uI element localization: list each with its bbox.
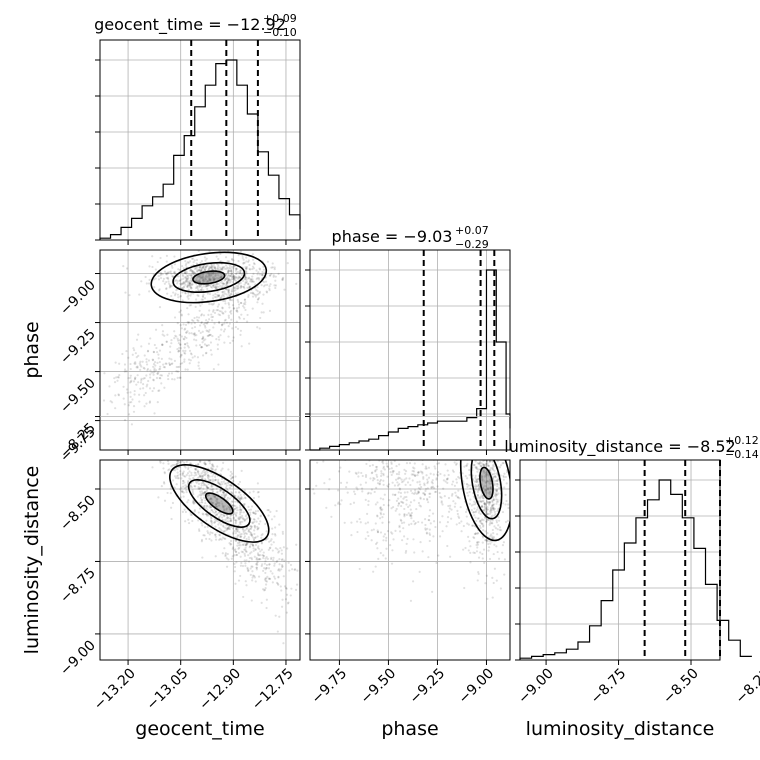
- x-tick-label: −8.75: [588, 666, 630, 708]
- panel-frame: [99, 459, 301, 661]
- x-tick-label: −9.25: [407, 666, 449, 708]
- contour-level: [204, 492, 234, 515]
- x-tick-label: −12.90: [196, 666, 244, 714]
- x-tick-label: −8.25: [733, 666, 760, 708]
- x-tick-label: −9.00: [515, 666, 557, 708]
- svg-text:geocent_time = −12.92: geocent_time = −12.92: [94, 15, 286, 35]
- panel-frame: [309, 249, 511, 451]
- histogram-geocent-time: [95, 39, 301, 245]
- y-tick-label: −9.25: [57, 326, 99, 368]
- title-luminosity-distance: luminosity_distance = −8.52 +0.12 −0.14: [504, 434, 758, 461]
- svg-text:−0.14: −0.14: [725, 448, 759, 461]
- contour-level: [169, 464, 270, 543]
- histogram-line: [310, 269, 511, 451]
- svg-text:−0.10: −0.10: [263, 26, 297, 39]
- svg-text:phase = −9.03: phase = −9.03: [332, 227, 453, 246]
- contour-level: [479, 466, 494, 500]
- contour-level: [459, 460, 510, 542]
- y-tick-label: −9.00: [57, 277, 99, 319]
- svg-text:+0.12: +0.12: [725, 434, 759, 447]
- svg-text:luminosity_distance = −8.52: luminosity_distance = −8.52: [504, 437, 735, 457]
- y-tick-label: −9.00: [57, 637, 99, 679]
- contour-level: [187, 479, 251, 528]
- histogram-line: [99, 59, 301, 240]
- panel-frame: [99, 39, 301, 241]
- x-tick-label: −12.75: [249, 666, 297, 714]
- y-axis-label-phase: phase: [21, 321, 43, 378]
- x-axis-label-luminosity-distance: luminosity_distance: [526, 718, 715, 740]
- panel-frame: [309, 459, 511, 661]
- x-tick-label: −9.00: [456, 666, 498, 708]
- x-tick-label: −9.50: [358, 666, 400, 708]
- title-geocent-time: geocent_time = −12.92 +0.09 −0.10: [94, 12, 297, 39]
- panel-frame: [519, 459, 721, 661]
- y-axis-label-luminosity-distance: luminosity_distance: [21, 466, 43, 655]
- contour-level: [150, 251, 268, 304]
- y-tick-label: −9.50: [57, 375, 99, 417]
- scatter-points: [102, 250, 298, 426]
- scatter-points: [151, 460, 300, 645]
- x-tick-label: −9.75: [309, 666, 351, 708]
- svg-text:−0.29: −0.29: [455, 238, 489, 251]
- contour-level: [192, 270, 226, 285]
- scatter-points: [312, 460, 510, 602]
- x-tick-label: −13.20: [91, 666, 139, 714]
- x-tick-label: −8.50: [660, 666, 702, 708]
- histogram-luminosity-distance: −9.00 −8.75 −8.50 −8.25: [515, 459, 760, 708]
- histogram-phase: [305, 249, 511, 455]
- svg-text:+0.07: +0.07: [455, 224, 489, 237]
- y-tick-label: −8.50: [57, 493, 99, 535]
- scatter-phase-vs-luminosity-distance: −9.75 −9.50 −9.25 −9.00: [305, 416, 511, 708]
- panel-frame: [99, 249, 301, 451]
- x-axis-label-phase: phase: [381, 718, 438, 740]
- y-tick-label: −8.75: [57, 565, 99, 607]
- histogram-line: [519, 479, 752, 660]
- contour-level: [172, 261, 246, 293]
- svg-text:+0.09: +0.09: [263, 12, 297, 25]
- contour-level: [470, 460, 503, 520]
- title-phase: phase = −9.03 +0.07 −0.29: [332, 224, 489, 251]
- x-tick-label: −13.05: [144, 666, 192, 714]
- x-axis-label-geocent-time: geocent_time: [135, 718, 264, 740]
